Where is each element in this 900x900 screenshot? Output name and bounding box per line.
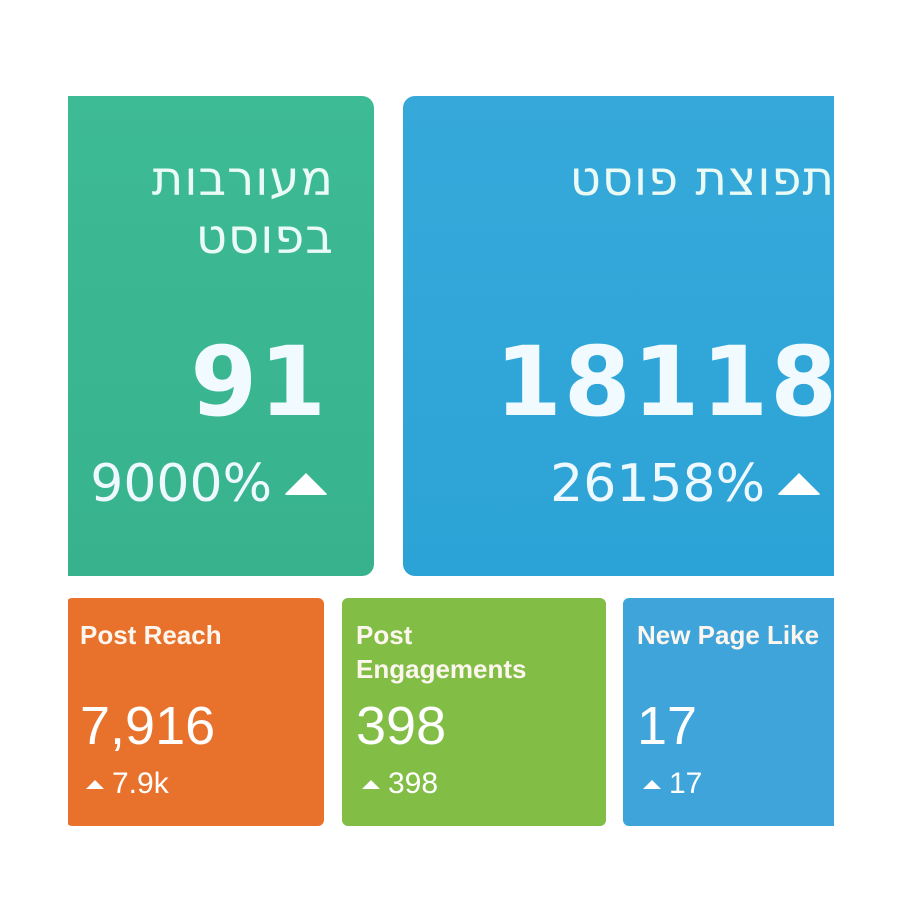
- card-title: מעורבות בפוסט: [68, 150, 334, 266]
- post-reach-card-he[interactable]: תפוצת פוסט 18118 26158%: [403, 96, 834, 576]
- card-title-line2: בפוסט: [195, 209, 334, 265]
- up-triangle-icon: [284, 473, 328, 495]
- card-value: 17: [637, 696, 698, 756]
- up-triangle-icon: [86, 779, 104, 789]
- card-title: תפוצת פוסט: [415, 150, 834, 208]
- card-change: 7.9k: [86, 766, 169, 802]
- change-value: 26158%: [550, 454, 765, 514]
- card-title-line1: תפוצת פוסט: [569, 151, 834, 207]
- card-value: 91: [190, 326, 328, 438]
- change-value: 398: [388, 767, 439, 800]
- change-value: 17: [669, 767, 703, 800]
- card-value: 7,916: [80, 696, 216, 756]
- card-change: 9000%: [90, 454, 328, 514]
- card-title: Post Engagements: [356, 620, 527, 684]
- up-triangle-icon: [777, 473, 821, 495]
- card-change: 398: [362, 766, 438, 802]
- post-reach-card[interactable]: Post Reach 7,916 7.9k: [68, 598, 324, 826]
- up-triangle-icon: [362, 779, 380, 789]
- change-value: 9000%: [90, 454, 272, 514]
- card-title: New Page Like: [637, 620, 820, 650]
- new-page-likes-card[interactable]: New Page Like 17 17: [623, 598, 834, 826]
- card-title-line1: מעורבות: [151, 151, 334, 207]
- card-change: 17: [643, 766, 702, 802]
- post-engagement-card-he[interactable]: מעורבות בפוסט 91 9000%: [68, 96, 374, 576]
- post-engagements-card[interactable]: Post Engagements 398 398: [342, 598, 606, 826]
- change-value: 7.9k: [112, 767, 169, 800]
- dashboard-viewport: מעורבות בפוסט 91 9000% תפוצת פוסט 18118 …: [68, 92, 834, 832]
- card-change: 26158%: [550, 454, 821, 514]
- card-title: Post Reach: [80, 620, 222, 650]
- card-value: 18118: [495, 326, 834, 438]
- up-triangle-icon: [643, 779, 661, 789]
- card-value: 398: [356, 696, 447, 756]
